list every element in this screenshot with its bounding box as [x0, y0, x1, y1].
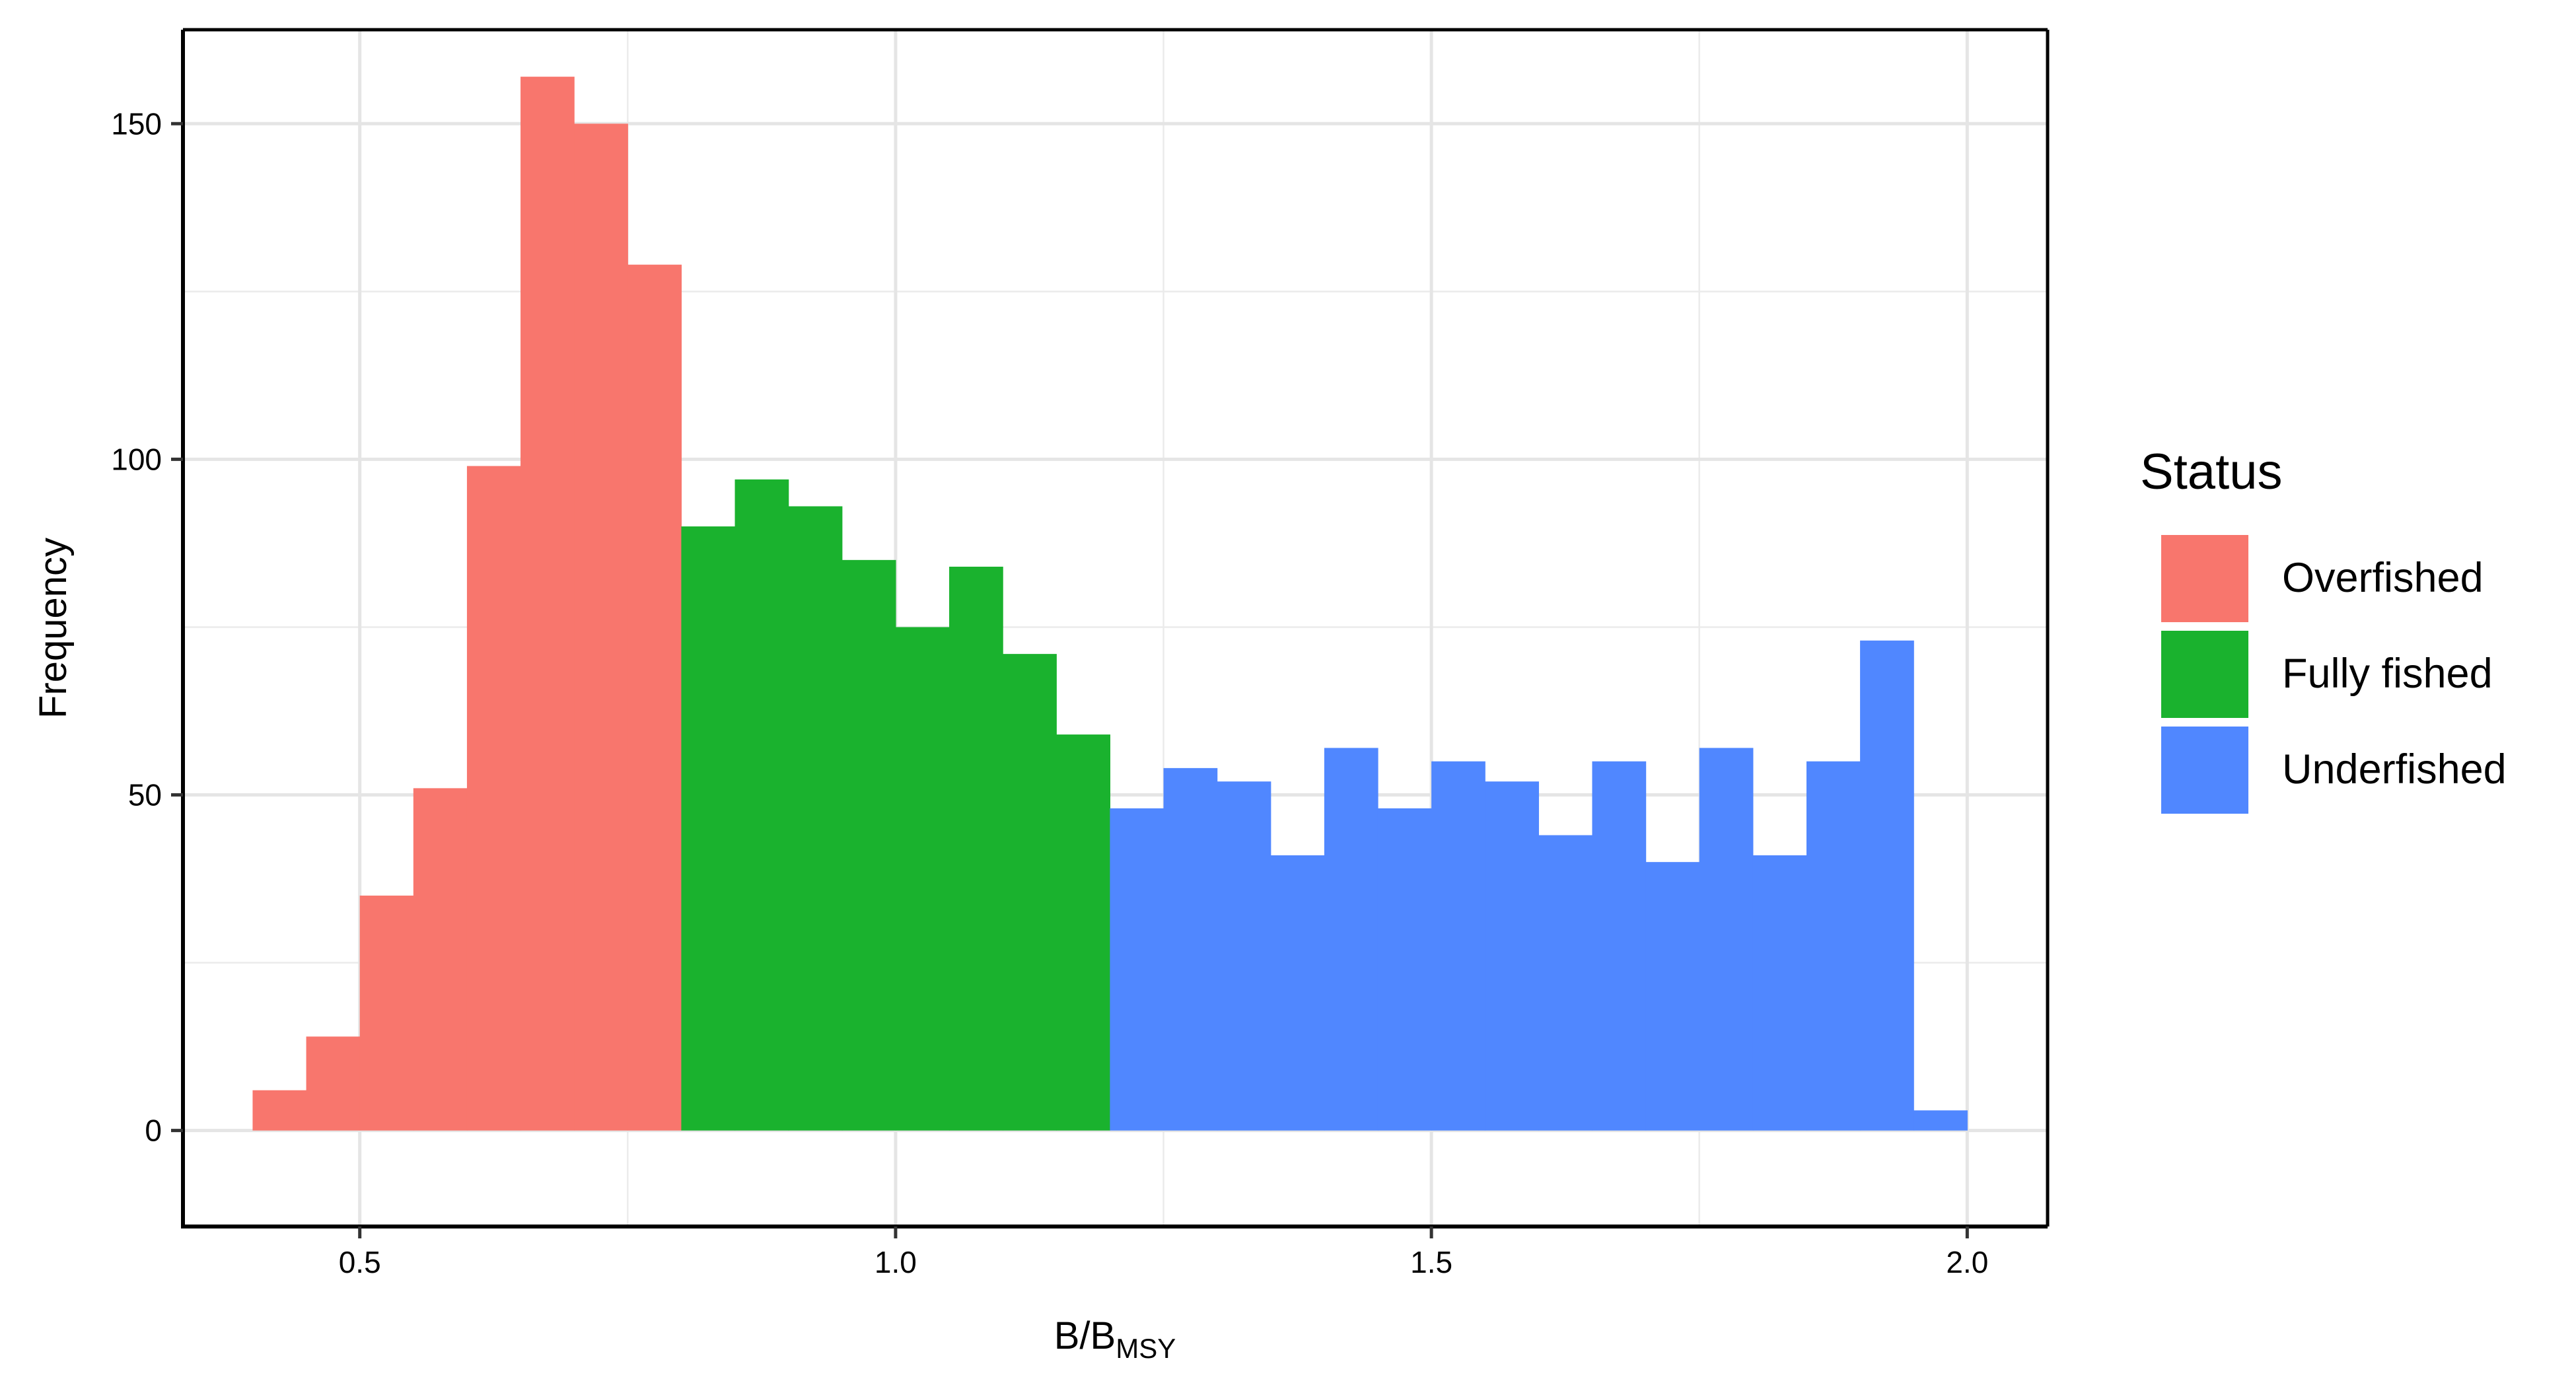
histogram-bar-overfished: [306, 1036, 361, 1131]
histogram-bar-underfished: [1485, 781, 1539, 1131]
histogram-bar-overfished: [466, 466, 521, 1131]
histogram-bar-underfished: [1914, 1110, 1968, 1131]
y-tick-label: 150: [111, 106, 162, 141]
legend-key-overfished: [2161, 535, 2248, 622]
x-axis-label-main: B/B: [1054, 1314, 1116, 1357]
histogram-bar-fully: [895, 627, 950, 1131]
histogram-bar-fully: [734, 479, 789, 1131]
histogram-bars: [252, 77, 1968, 1131]
x-tick-label: 1.5: [1410, 1245, 1452, 1279]
histogram-bar-underfished: [1377, 808, 1432, 1131]
y-tick-label: 50: [128, 778, 162, 812]
panel-border: [183, 28, 2050, 1227]
y-tick-label: 0: [145, 1114, 162, 1148]
histogram-bar-underfished: [1324, 748, 1378, 1131]
x-axis-label-subscript: MSY: [1116, 1333, 1176, 1364]
histogram-bar-underfished: [1110, 808, 1164, 1131]
legend-title: Status: [2140, 444, 2282, 500]
histogram-bar-overfished: [252, 1090, 307, 1131]
x-tick-label: 2.0: [1946, 1245, 1988, 1279]
histogram-bar-overfished: [359, 895, 414, 1131]
axis-lines: [181, 30, 2048, 1228]
axis-ticks: 0 50 100 150 0.5 1.0 1.5 2.0: [111, 106, 1988, 1279]
histogram-bar-overfished: [520, 77, 575, 1131]
histogram-bar-underfished: [1752, 855, 1807, 1131]
histogram-bar-underfished: [1163, 767, 1218, 1131]
legend-label-overfished: Overfished: [2282, 555, 2484, 601]
legend-key-underfished: [2161, 727, 2248, 814]
legend-key-fully: [2161, 631, 2248, 718]
histogram-bar-overfished: [627, 264, 682, 1131]
x-tick-label: 1.0: [875, 1245, 917, 1279]
histogram-bar-underfished: [1538, 835, 1593, 1131]
legend-label-fully: Fully fished: [2282, 651, 2493, 697]
legend: Status Overfished Fully fished Underfished: [2140, 444, 2507, 814]
histogram-bar-underfished: [1699, 748, 1754, 1131]
histogram-bar-overfished: [413, 788, 468, 1131]
histogram-bar-underfished: [1860, 640, 1914, 1131]
histogram-bar-fully: [1056, 734, 1110, 1131]
histogram-bar-underfished: [1645, 862, 1700, 1131]
histogram-bar-fully: [841, 559, 896, 1131]
histogram-bar-underfished: [1806, 761, 1861, 1131]
histogram-bar-fully: [949, 567, 1003, 1131]
histogram-bar-fully: [788, 506, 843, 1131]
histogram-bar-underfished: [1270, 855, 1325, 1131]
legend-items: Overfished Fully fished Underfished: [2161, 535, 2507, 814]
histogram-bar-underfished: [1431, 761, 1485, 1131]
histogram-bar-fully: [1003, 654, 1057, 1131]
y-axis-label: Frequency: [32, 538, 75, 719]
histogram-bar-overfished: [574, 124, 628, 1131]
x-tick-label: 0.5: [339, 1245, 381, 1279]
histogram-bar-underfished: [1592, 761, 1647, 1131]
legend-label-underfished: Underfished: [2282, 746, 2507, 793]
histogram-bar-fully: [681, 526, 736, 1131]
histogram-bar-underfished: [1217, 781, 1271, 1131]
y-tick-label: 100: [111, 442, 162, 476]
x-axis-label: B/BMSY: [1054, 1314, 1176, 1364]
